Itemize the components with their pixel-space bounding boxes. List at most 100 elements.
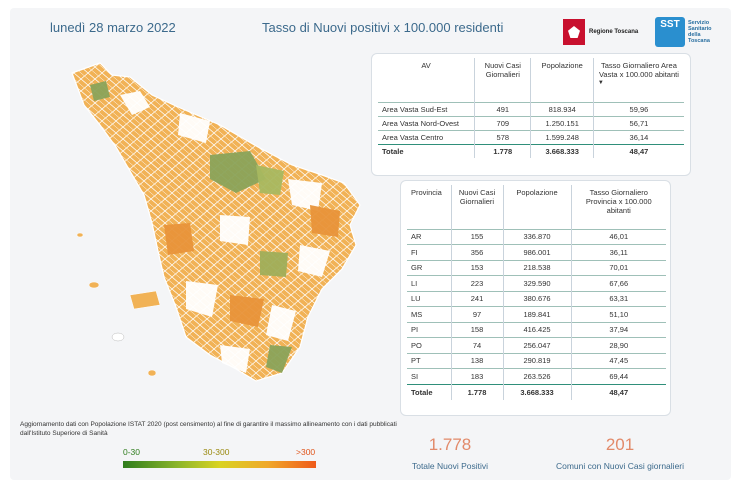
kpi-label: Totale Nuovi Positivi bbox=[411, 461, 489, 471]
table-cell: MS bbox=[407, 306, 451, 322]
regione-logo-text: Regione Toscana bbox=[589, 29, 639, 35]
provincia-table: Provincia Nuovi Casi Giornalieri Popolaz… bbox=[407, 185, 666, 400]
table-cell: 48,47 bbox=[570, 383, 666, 400]
table-row: MS 97 189.841 51,10 bbox=[407, 306, 666, 322]
table-cell: 416.425 bbox=[502, 321, 571, 338]
table-cell: 56,71 bbox=[592, 115, 684, 130]
area-vasta-card: AV Nuovi Casi Giornalieri Popolazione Ta… bbox=[371, 53, 691, 176]
update-note: Aggiornamento dati con Popolazione ISTAT… bbox=[20, 421, 397, 437]
table-cell: 47,45 bbox=[570, 352, 666, 369]
table-cell: 59,96 bbox=[592, 101, 684, 116]
legend-color-scale bbox=[123, 461, 316, 468]
table-cell: LU bbox=[407, 290, 451, 307]
sort-descending-icon[interactable]: ▼ bbox=[597, 80, 604, 86]
col-header: AV bbox=[421, 61, 431, 70]
table-row: LI 223 329.590 67,66 bbox=[407, 275, 666, 291]
table-cell: 63,31 bbox=[570, 290, 666, 307]
table-cell: 329.590 bbox=[502, 275, 571, 291]
table-cell: 290.819 bbox=[502, 352, 571, 369]
table-cell: 70,01 bbox=[570, 259, 666, 276]
table-cell: 28,90 bbox=[570, 337, 666, 353]
table-cell: 138 bbox=[450, 352, 503, 369]
kpi-total-new-positives: 1.778 Totale Nuovi Positivi bbox=[400, 435, 500, 471]
table-cell: 709 bbox=[474, 115, 531, 130]
table-cell: 380.676 bbox=[502, 290, 571, 307]
sst-logo: SST Servizio Sanitario della Toscana bbox=[655, 16, 725, 48]
table-cell: 97 bbox=[450, 306, 503, 322]
table-cell: 1.250.151 bbox=[530, 115, 594, 130]
table-cell: 986.001 bbox=[502, 244, 571, 260]
table-cell: 3.668.333 bbox=[530, 143, 594, 158]
table-cell: 578 bbox=[474, 129, 531, 144]
table-cell: 36,14 bbox=[592, 129, 684, 144]
table-row: GR 153 218.538 70,01 bbox=[407, 259, 666, 276]
table-cell: 67,66 bbox=[570, 275, 666, 291]
pegasus-flag-icon bbox=[563, 19, 585, 45]
col-header[interactable]: Tasso Giornaliero Area Vasta x 100.000 a… bbox=[592, 58, 684, 102]
table-row: PI 158 416.425 37,94 bbox=[407, 321, 666, 338]
table-cell: 36,11 bbox=[570, 244, 666, 260]
table-row: Area Vasta Nord-Ovest 709 1.250.151 56,71 bbox=[378, 115, 684, 130]
table-row: FI 356 986.001 36,11 bbox=[407, 244, 666, 260]
table-cell: PT bbox=[407, 352, 451, 369]
table-row: AR 155 336.870 46,01 bbox=[407, 228, 666, 245]
table-cell: Area Vasta Nord-Ovest bbox=[378, 115, 475, 130]
table-cell: SI bbox=[407, 368, 451, 384]
col-header: Tasso Giornaliero Provincia x 100.000 ab… bbox=[570, 185, 666, 229]
table-cell: Area Vasta Sud-Est bbox=[378, 101, 475, 116]
table-cell: 491 bbox=[474, 101, 531, 116]
table-cell: 218.538 bbox=[502, 259, 571, 276]
table-row: Area Vasta Centro 578 1.599.248 36,14 bbox=[378, 129, 684, 144]
table-cell: AR bbox=[407, 228, 451, 245]
table-header-row: AV Nuovi Casi Giornalieri Popolazione Ta… bbox=[378, 58, 684, 102]
table-total-row: Totale 1.778 3.668.333 48,47 bbox=[378, 143, 684, 158]
table-cell: 223 bbox=[450, 275, 503, 291]
table-row: PO 74 256.047 28,90 bbox=[407, 337, 666, 353]
table-cell: 1.778 bbox=[474, 143, 531, 158]
table-cell: Totale bbox=[407, 383, 451, 400]
table-row: Area Vasta Sud-Est 491 818.934 59,96 bbox=[378, 101, 684, 116]
regione-toscana-logo: Regione Toscana bbox=[563, 18, 649, 46]
legend-high-label: >300 bbox=[296, 447, 316, 457]
table-cell: 155 bbox=[450, 228, 503, 245]
table-cell: 158 bbox=[450, 321, 503, 338]
table-cell: 51,10 bbox=[570, 306, 666, 322]
table-cell: 69,44 bbox=[570, 368, 666, 384]
kpi-label: Comuni con Nuovi Casi giornalieri bbox=[555, 461, 685, 471]
table-cell: 1.778 bbox=[450, 383, 503, 400]
kpi-value: 1.778 bbox=[428, 435, 472, 454]
col-header: Popolazione bbox=[530, 58, 594, 102]
page-title: Tasso di Nuovi positivi x 100.000 reside… bbox=[262, 20, 504, 35]
sst-logo-mark: SST bbox=[655, 17, 685, 47]
table-total-row: Totale 1.778 3.668.333 48,47 bbox=[407, 383, 666, 400]
col-header: Popolazione bbox=[502, 185, 571, 229]
table-row: LU 241 380.676 63,31 bbox=[407, 290, 666, 307]
table-cell: 74 bbox=[450, 337, 503, 353]
table-cell: 46,01 bbox=[570, 228, 666, 245]
tuscany-region-shape bbox=[71, 62, 361, 382]
table-cell: 1.599.248 bbox=[530, 129, 594, 144]
table-cell: 183 bbox=[450, 368, 503, 384]
municipality-patches bbox=[90, 81, 340, 373]
table-cell: 189.841 bbox=[502, 306, 571, 322]
table-cell: Area Vasta Centro bbox=[378, 129, 475, 144]
table-cell: 336.870 bbox=[502, 228, 571, 245]
legend-low-label: 0-30 bbox=[123, 447, 141, 457]
tuscany-choropleth-map bbox=[71, 62, 361, 382]
table-cell: 356 bbox=[450, 244, 503, 260]
area-vasta-table: AV Nuovi Casi Giornalieri Popolazione Ta… bbox=[378, 58, 684, 158]
kpi-municipalities: 201 Comuni con Nuovi Casi giornalieri bbox=[540, 435, 700, 471]
table-cell: 153 bbox=[450, 259, 503, 276]
table-row: PT 138 290.819 47,45 bbox=[407, 352, 666, 369]
sst-logo-text: Servizio Sanitario della Toscana bbox=[688, 20, 712, 44]
table-cell: 48,47 bbox=[592, 143, 684, 158]
col-header: Provincia bbox=[411, 188, 442, 197]
table-cell: 263.526 bbox=[502, 368, 571, 384]
table-cell: FI bbox=[407, 244, 451, 260]
table-cell: 37,94 bbox=[570, 321, 666, 338]
kpi-value: 201 bbox=[605, 435, 635, 454]
table-cell: Totale bbox=[378, 143, 475, 158]
legend-mid-label: 30-300 bbox=[203, 447, 230, 457]
col-header: Nuovi Casi Giornalieri bbox=[474, 58, 531, 102]
col-header: Nuovi Casi Giornalieri bbox=[450, 185, 503, 229]
